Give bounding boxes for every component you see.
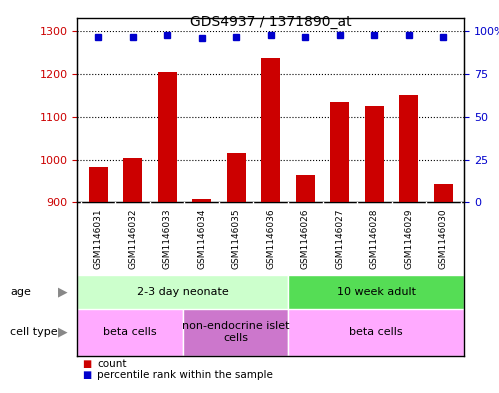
Title: GDS4937 / 1371890_at: GDS4937 / 1371890_at: [190, 15, 351, 29]
Text: GSM1146026: GSM1146026: [301, 208, 310, 269]
Text: GSM1146031: GSM1146031: [93, 208, 103, 269]
Text: ▶: ▶: [58, 325, 67, 339]
Bar: [288, 275, 464, 309]
Text: age: age: [10, 287, 31, 297]
Bar: [288, 309, 464, 356]
Text: GSM1146029: GSM1146029: [404, 208, 413, 269]
Bar: [77, 275, 288, 309]
Bar: [88, 167, 108, 202]
Text: 2-3 day neonate: 2-3 day neonate: [137, 287, 229, 297]
Bar: [123, 158, 142, 202]
Text: GSM1146027: GSM1146027: [335, 208, 344, 269]
Text: ▶: ▶: [58, 285, 67, 298]
Text: percentile rank within the sample: percentile rank within the sample: [97, 370, 273, 380]
Bar: [365, 106, 384, 202]
Bar: [183, 309, 288, 356]
Text: GSM1146028: GSM1146028: [370, 208, 379, 269]
Bar: [192, 199, 211, 202]
Text: beta cells: beta cells: [349, 327, 403, 337]
Text: ■: ■: [82, 358, 92, 369]
Text: non-endocrine islet
cells: non-endocrine islet cells: [182, 321, 289, 343]
Text: count: count: [97, 358, 127, 369]
Text: GSM1146032: GSM1146032: [128, 208, 137, 269]
Bar: [434, 184, 453, 202]
Text: beta cells: beta cells: [103, 327, 157, 337]
Bar: [330, 102, 349, 202]
Text: GSM1146034: GSM1146034: [197, 208, 206, 269]
Text: GSM1146033: GSM1146033: [163, 208, 172, 269]
Text: cell type: cell type: [10, 327, 57, 337]
Text: ■: ■: [82, 370, 92, 380]
Bar: [296, 175, 315, 202]
Text: GSM1146035: GSM1146035: [232, 208, 241, 269]
Bar: [158, 72, 177, 202]
Bar: [227, 153, 246, 202]
Text: GSM1146036: GSM1146036: [266, 208, 275, 269]
Bar: [399, 95, 418, 202]
Text: 10 week adult: 10 week adult: [337, 287, 416, 297]
Bar: [261, 58, 280, 202]
Text: GSM1146030: GSM1146030: [439, 208, 448, 269]
Bar: [77, 309, 183, 356]
